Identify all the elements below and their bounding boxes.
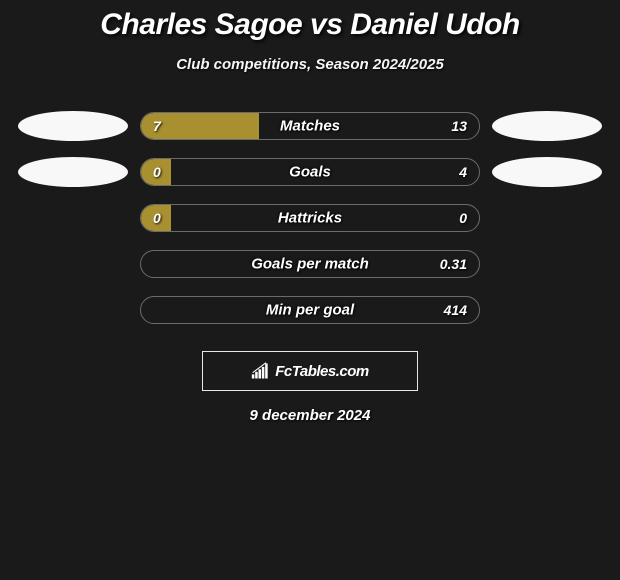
stat-row: 7 Matches 13 [0, 103, 620, 149]
chart-title: Charles Sagoe vs Daniel Udoh [0, 8, 620, 42]
stat-right-value: 13 [451, 118, 467, 134]
chart-subtitle: Club competitions, Season 2024/2025 [0, 56, 620, 73]
stat-label: Matches [280, 118, 340, 135]
stat-rows: 7 Matches 13 0 Goals 4 0 Hattricks 0 Goals per ma… [0, 103, 620, 333]
stat-label: Goals per match [251, 256, 369, 273]
stat-row: 0 Goals 4 [0, 149, 620, 195]
stat-label: Min per goal [266, 302, 354, 319]
right-team-marker [492, 295, 602, 325]
left-team-marker [18, 157, 128, 187]
stat-bar: 0 Goals 4 [140, 158, 480, 186]
stat-right-value: 414 [444, 302, 467, 318]
stat-right-value: 0 [459, 210, 467, 226]
stat-row: Goals per match 0.31 [0, 241, 620, 287]
right-team-marker [492, 249, 602, 279]
left-team-marker [18, 249, 128, 279]
watermark-badge: FcTables.com [202, 351, 418, 391]
right-team-marker [492, 111, 602, 141]
stat-right-value: 4 [459, 164, 467, 180]
stat-row: 0 Hattricks 0 [0, 195, 620, 241]
left-team-marker [18, 203, 128, 233]
left-team-marker [18, 295, 128, 325]
stat-right-value: 0.31 [440, 256, 467, 272]
right-team-marker [492, 203, 602, 233]
stat-label: Goals [289, 164, 331, 181]
left-team-marker [18, 111, 128, 141]
stat-bar: Min per goal 414 [140, 296, 480, 324]
stat-label: Hattricks [278, 210, 342, 227]
stat-bar: Goals per match 0.31 [140, 250, 480, 278]
stat-left-value: 0 [153, 164, 161, 180]
chart-container: Charles Sagoe vs Daniel Udoh Club compet… [0, 0, 620, 424]
stat-row: Min per goal 414 [0, 287, 620, 333]
right-team-marker [492, 157, 602, 187]
stat-left-value: 0 [153, 210, 161, 226]
stat-bar: 0 Hattricks 0 [140, 204, 480, 232]
chart-bars-icon [251, 362, 271, 380]
stat-left-value: 7 [153, 118, 161, 134]
chart-date: 9 december 2024 [0, 407, 620, 424]
stat-bar: 7 Matches 13 [140, 112, 480, 140]
watermark-text: FcTables.com [275, 363, 368, 380]
